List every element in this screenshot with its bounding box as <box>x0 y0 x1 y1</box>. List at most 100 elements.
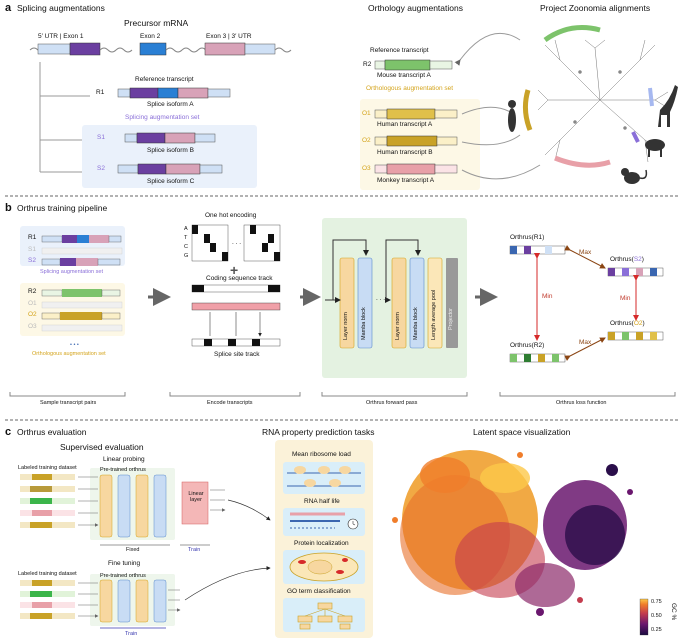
animal-silhouettes <box>508 85 678 184</box>
task-ribosome: Mean ribosome load <box>292 451 351 458</box>
cbar-tick-025: 0.25 <box>651 627 662 633</box>
atcg-g: G <box>184 253 189 259</box>
train-label-2: Train <box>125 631 138 637</box>
embedding-r2 <box>509 353 566 363</box>
ortho-set-label: Orthologous augmentation set <box>366 85 454 92</box>
orthology-diagram <box>360 32 541 190</box>
model-dots: . . . <box>376 295 386 302</box>
mamba-block-1: Mamba block <box>361 307 367 340</box>
atcg-c: C <box>184 244 188 250</box>
go-tree-icon <box>297 602 353 630</box>
max-top: Max <box>579 249 592 256</box>
o2-label: O2 <box>362 137 371 144</box>
caption-forward: Orthrus forward pass <box>366 400 418 406</box>
layer-norm-1: Layer norm <box>343 312 349 340</box>
orthrus-o2: Orthrus(O2) <box>610 320 645 327</box>
half-life-icons <box>290 512 359 530</box>
human-b-label: Human transcript B <box>377 149 433 156</box>
embedding-r1 <box>509 245 566 255</box>
o3-label: O3 <box>362 165 371 172</box>
task-halflife: RNA half life <box>304 498 340 505</box>
exon3-label: Exon 3 | 3′ UTR <box>206 33 252 40</box>
layer-norm-2: Layer norm <box>395 312 401 340</box>
panel-b-graphics <box>9 218 676 397</box>
ellipsis-1: . . . <box>232 239 242 246</box>
s2-label: S2 <box>97 165 105 172</box>
splice-track-label: Splice site track <box>214 351 260 358</box>
mouse-a-label: Mouse transcript A <box>377 72 431 79</box>
linear-layer-label: Linear layer <box>188 491 204 503</box>
splice-set-label: Splicing augmentation set <box>125 114 200 121</box>
cbar-label: GC % <box>670 603 677 621</box>
human-a-label: Human transcript A <box>377 121 433 128</box>
r2-label: R2 <box>363 61 372 68</box>
isoform-b-label: Splice isoform B <box>147 147 194 154</box>
ribosome-icons <box>287 466 361 487</box>
exon1-label: 5′ UTR | Exon 1 <box>38 33 84 40</box>
exon2-label: Exon 2 <box>140 33 161 40</box>
orthology-title: Orthology augmentations <box>368 3 463 13</box>
clade-monkey <box>554 155 611 168</box>
b-dots: • • • <box>70 342 79 348</box>
projector: Projector <box>448 307 454 330</box>
zoonomia-title: Project Zoonomia alignments <box>540 3 651 13</box>
isoform-c-label: Splice isoform C <box>147 178 195 185</box>
reference-transcript-2-label: Reference transcript <box>370 47 429 54</box>
o1-label: O1 <box>362 110 371 117</box>
clade-mouse <box>543 25 601 43</box>
train-label-1: Train <box>188 547 201 553</box>
b-o2-label: O2 <box>28 311 37 318</box>
orthrus-s2: Orthrus(S2) <box>610 256 644 263</box>
linear-probing-label: Linear probing <box>103 456 145 463</box>
pretrained-2: Pre-trained orthrus <box>100 573 146 579</box>
max-bottom: Max <box>579 339 592 346</box>
clade-primate <box>522 89 533 131</box>
mamba-block-2: Mamba block <box>413 307 419 340</box>
panel-c-letter: c <box>5 426 12 438</box>
panel-a-letter: a <box>5 2 12 14</box>
panel-b-letter: b <box>5 202 12 214</box>
task-localization: Protein localization <box>294 540 349 547</box>
caption-encode: Encode transcripts <box>207 400 253 406</box>
latent-title: Latent space visualization <box>473 427 571 437</box>
caption-sample: Sample transcript pairs <box>40 400 97 406</box>
orthrus-r2: Orthrus(R2) <box>510 342 545 349</box>
orthrus-r1: Orthrus(R1) <box>510 234 545 241</box>
cbar-tick-050: 0.50 <box>651 613 662 619</box>
s1-label: S1 <box>97 134 105 141</box>
fine-tuning-label: Fine tuning <box>108 560 141 567</box>
length-pool: Length average pool <box>431 289 437 340</box>
splicing-title: Splicing augmentations <box>17 3 105 13</box>
pipeline-title: Orthrus training pipeline <box>17 203 108 213</box>
rna-tasks-title: RNA property prediction tasks <box>262 427 375 437</box>
task-go: GO term classification <box>287 588 351 595</box>
monkey-a-label: Monkey transcript A <box>377 177 435 184</box>
evaluation-title: Orthrus evaluation <box>17 427 87 437</box>
b-o3-label: O3 <box>28 323 37 330</box>
supervised-label: Supervised evaluation <box>60 442 144 452</box>
b-r1-label: R1 <box>28 234 37 241</box>
b-s2-label: S2 <box>28 257 36 264</box>
atcg-t: T <box>184 235 188 241</box>
cell-icon <box>289 552 359 582</box>
b-splice-set: Splicing augmentation set <box>40 269 103 275</box>
r1-label: R1 <box>96 89 105 96</box>
embedding-o2 <box>607 331 664 341</box>
min-left: Min <box>542 293 553 300</box>
atcg-a: A <box>184 226 188 232</box>
isoform-a-label: Splice isoform A <box>147 101 194 108</box>
one-hot-label: One hot encoding <box>205 212 257 219</box>
b-s1-label: S1 <box>28 246 36 253</box>
cds-track-label: Coding sequence track <box>206 275 273 282</box>
caption-loss: Orthrus loss function <box>556 400 607 406</box>
plus-sign: + <box>230 262 239 278</box>
fixed-label: Fixed <box>126 547 140 553</box>
embedding-s2 <box>607 267 664 277</box>
panel-c-graphics <box>20 440 649 638</box>
reference-transcript-label: Reference transcript <box>135 76 194 83</box>
lp-transcripts <box>20 474 75 528</box>
phylogeny-tree <box>537 39 669 163</box>
precursor-label: Precursor mRNA <box>124 18 189 28</box>
pretrained-1: Pre-trained orthrus <box>100 467 146 473</box>
